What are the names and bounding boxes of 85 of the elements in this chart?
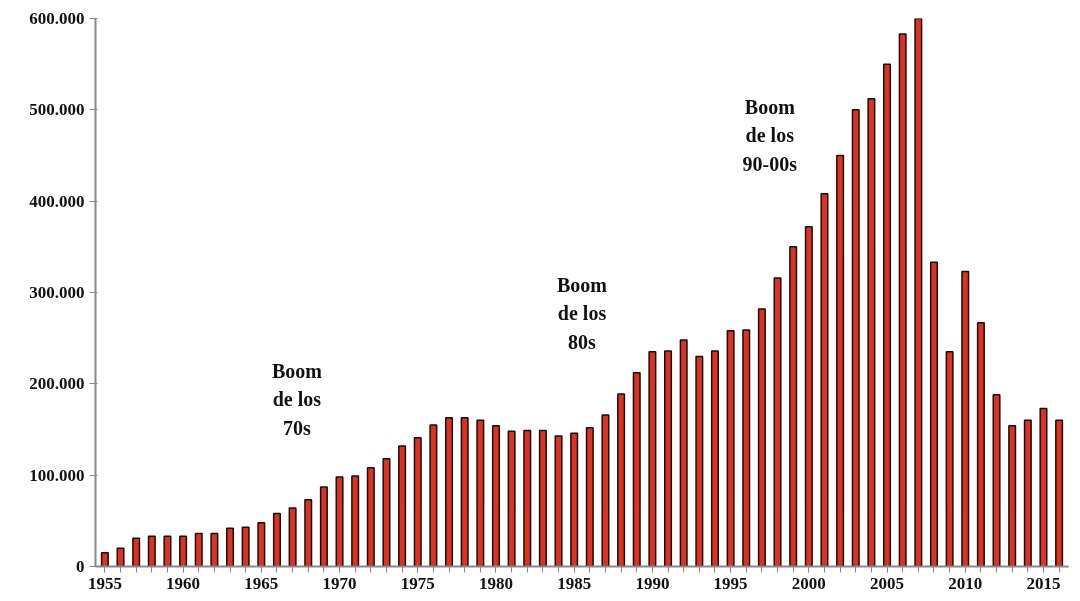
bar <box>288 507 297 567</box>
x-tick-label: 1975 <box>400 573 435 593</box>
x-tick-label: 1970 <box>322 573 357 593</box>
bar <box>570 432 579 567</box>
bar <box>523 429 532 567</box>
x-tick-label: 1995 <box>713 573 748 593</box>
bar <box>460 416 469 567</box>
bar <box>476 419 485 567</box>
bar <box>366 467 375 567</box>
bar <box>742 329 751 567</box>
bar <box>335 476 344 567</box>
x-tick-label: 2010 <box>948 573 983 593</box>
y-tick-label: 100.000 <box>29 465 85 485</box>
bar <box>757 308 766 567</box>
y-tick-label: 400.000 <box>29 191 85 211</box>
x-tick-label: 2000 <box>791 573 826 593</box>
x-tick-label: 2015 <box>1026 573 1061 593</box>
bar <box>914 18 923 567</box>
bar <box>851 109 860 567</box>
bar <box>945 351 954 567</box>
bar <box>241 526 250 567</box>
bar <box>398 445 407 567</box>
y-tick-label: 500.000 <box>29 100 85 120</box>
x-tick-label: 1955 <box>87 573 122 593</box>
bar <box>1023 419 1032 567</box>
annotation: Boom de los 70s <box>271 359 323 439</box>
bar <box>585 426 594 567</box>
bar <box>898 33 907 567</box>
bar <box>147 535 156 567</box>
bar <box>1039 407 1048 567</box>
bar <box>929 261 938 567</box>
x-tick-label: 1960 <box>166 573 201 593</box>
bar <box>695 355 704 567</box>
bar <box>507 430 516 567</box>
bar <box>179 535 188 567</box>
bar <box>976 321 985 567</box>
x-tick-label: 1965 <box>244 573 279 593</box>
bar <box>617 393 626 567</box>
bar <box>726 330 735 567</box>
y-tick-label: 200.000 <box>29 374 85 394</box>
bar <box>648 351 657 567</box>
y-tick-label: 600.000 <box>29 9 85 28</box>
bar <box>883 63 892 567</box>
bar <box>226 527 235 567</box>
x-tick-label: 1980 <box>478 573 513 593</box>
x-tick-label: 1990 <box>635 573 670 593</box>
bar <box>163 535 172 567</box>
bar <box>601 414 610 567</box>
bar <box>820 193 829 567</box>
bar <box>992 394 1001 567</box>
bar <box>1008 425 1017 567</box>
bar <box>100 552 109 567</box>
bar <box>836 154 845 567</box>
bar <box>351 475 360 567</box>
x-tick-label: 1985 <box>557 573 592 593</box>
bar <box>429 424 438 567</box>
bar <box>272 512 281 567</box>
annotation: Boom de los 90-00s <box>742 95 798 175</box>
bar <box>1055 419 1064 567</box>
y-tick-label: 300.000 <box>29 283 85 302</box>
bar <box>210 532 219 567</box>
bar <box>538 429 547 567</box>
annotation: Boom de los 80s <box>557 273 608 353</box>
bar <box>554 435 563 567</box>
bar <box>382 457 391 567</box>
bar <box>664 350 673 567</box>
bar <box>867 98 876 567</box>
bar <box>773 277 782 567</box>
x-tick-label: 2005 <box>870 573 905 593</box>
bar <box>789 246 798 567</box>
bar <box>304 499 313 567</box>
bar <box>804 225 813 567</box>
bar <box>257 521 266 567</box>
bar <box>194 532 203 567</box>
bar <box>319 486 328 567</box>
y-tick-label: 0 <box>76 557 85 576</box>
bar <box>710 350 719 567</box>
bar <box>632 372 641 567</box>
bar <box>491 425 500 567</box>
bar <box>445 416 454 567</box>
bar <box>679 339 688 567</box>
bar <box>116 547 125 567</box>
bar <box>132 537 141 567</box>
bar <box>961 270 970 567</box>
bar <box>413 436 422 567</box>
